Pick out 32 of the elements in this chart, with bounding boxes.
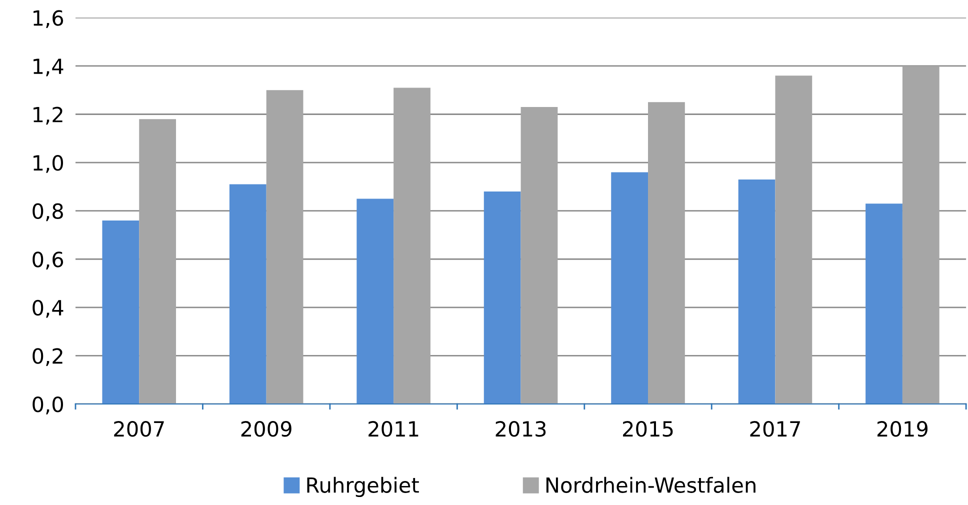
y-tick-label: 0,4 xyxy=(32,300,64,318)
bar xyxy=(866,204,902,404)
x-tick-label: 2011 xyxy=(368,421,418,437)
x-tick-label: 2007 xyxy=(114,421,164,437)
y-tick-label: 0,2 xyxy=(32,348,62,366)
y-tick-label: 1,4 xyxy=(34,58,64,76)
legend-label: Ruhrgebiet xyxy=(307,476,419,497)
bar xyxy=(902,66,940,404)
legend-label: Nordrhein-Westfalen xyxy=(546,476,756,493)
y-tick-label: 1,6 xyxy=(34,10,64,28)
x-tick-label: 2019 xyxy=(877,421,928,437)
bar xyxy=(738,179,776,404)
y-tick-label: 1,2 xyxy=(34,106,62,125)
x-tick-label: 2009 xyxy=(241,421,292,437)
bar xyxy=(229,184,266,404)
bar xyxy=(102,220,140,404)
y-tick-label: 0,0 xyxy=(32,396,64,414)
bar xyxy=(266,90,304,404)
y-tick-label: 0,6 xyxy=(32,252,64,270)
x-tick-label: 2015 xyxy=(623,421,673,437)
bar xyxy=(648,102,685,404)
bar xyxy=(394,88,430,404)
bar xyxy=(520,107,558,404)
bar xyxy=(484,192,521,404)
bar xyxy=(611,172,648,404)
x-tick-label: 2013 xyxy=(496,421,546,437)
y-tick-label: 0,8 xyxy=(32,203,63,222)
bar xyxy=(139,119,176,404)
bar xyxy=(775,76,812,404)
x-tick-label: 2017 xyxy=(750,421,800,437)
bar xyxy=(356,198,394,404)
y-tick-label: 1,0 xyxy=(34,155,64,173)
